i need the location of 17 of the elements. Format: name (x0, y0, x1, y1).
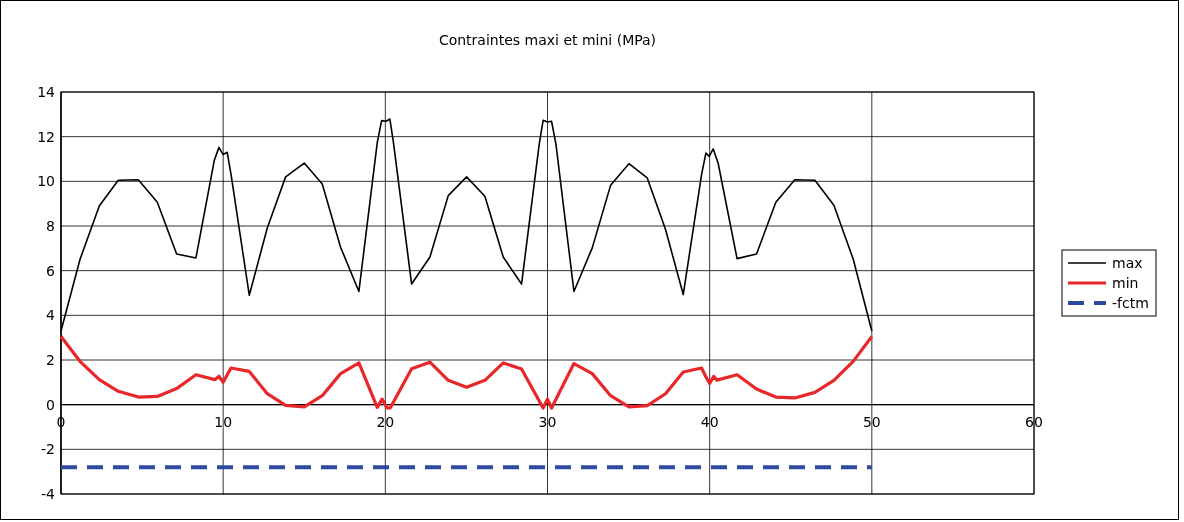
y-tick-label: 8 (46, 218, 55, 234)
legend-label: max (1112, 255, 1143, 271)
y-tick-label: 10 (37, 173, 55, 190)
y-tick-label: 14 (37, 84, 56, 100)
y-tick-label: 2 (46, 352, 55, 368)
y-tick-label: 12 (37, 128, 55, 145)
y-tick-label: 6 (46, 262, 56, 279)
chart-title: Contraintes maxi et mini (MPa) (438, 32, 657, 48)
y-tick-label: 0 (46, 396, 55, 413)
legend-label: -fctm (1112, 295, 1149, 311)
y-tick-label: -4 (41, 486, 56, 502)
line-series (59, 334, 874, 410)
y-tick-label: -2 (41, 441, 55, 458)
x-tick-label: 50 (862, 413, 881, 430)
y-tick-label: 4 (46, 307, 56, 324)
x-tick-label: 10 (214, 413, 233, 430)
legend-label: min (1112, 275, 1139, 291)
